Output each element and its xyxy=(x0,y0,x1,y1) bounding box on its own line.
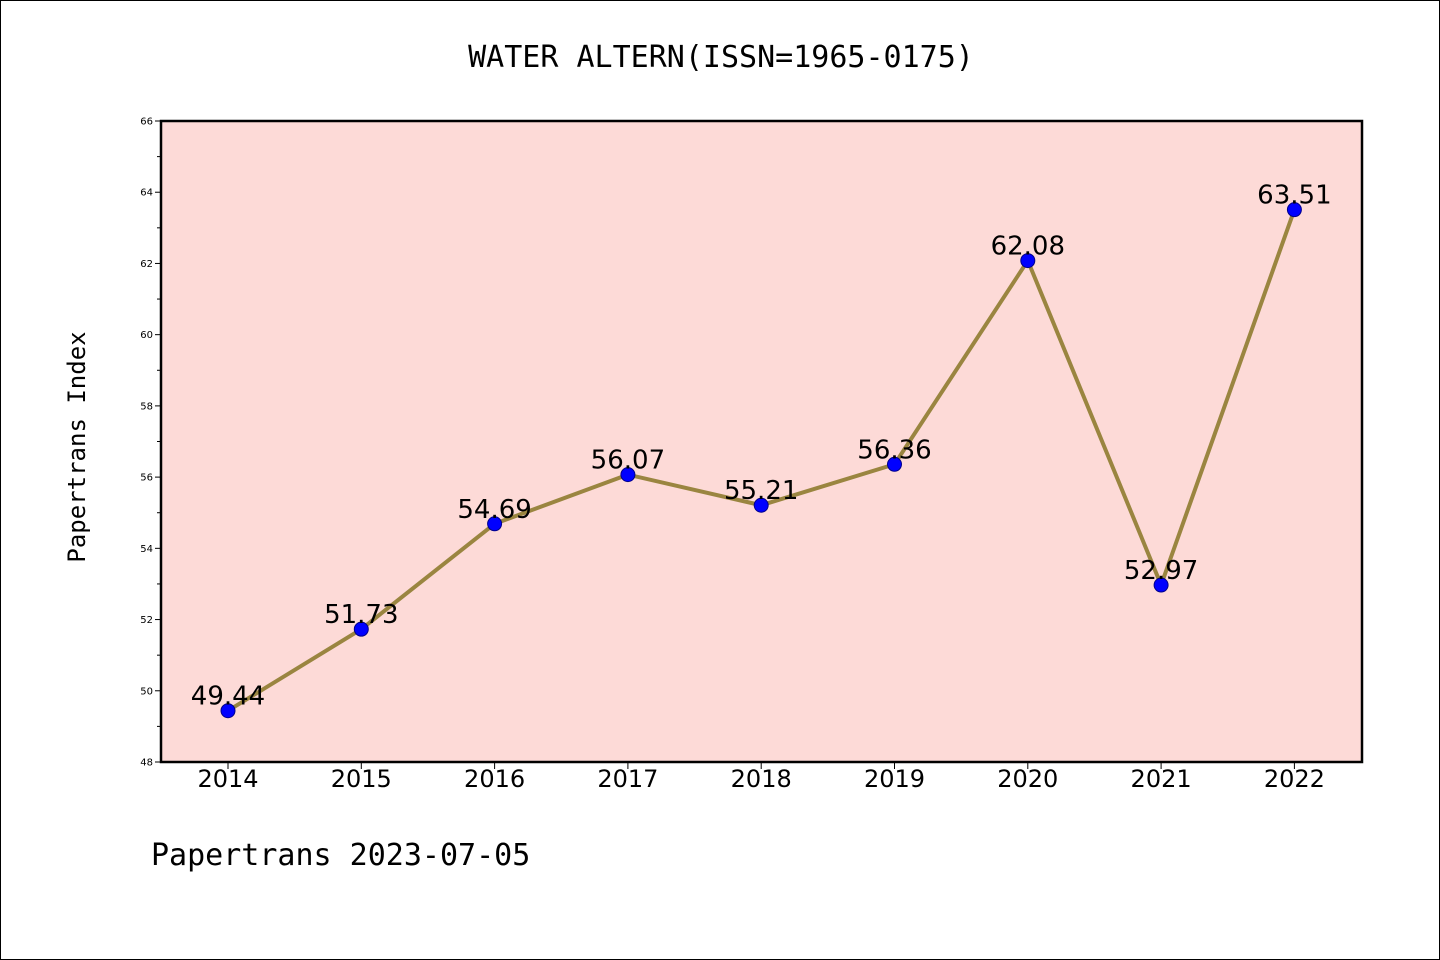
y-tick-label: 62 xyxy=(140,259,153,270)
y-tick-label: 50 xyxy=(140,686,153,697)
y-axis-label: Papertrans Index xyxy=(63,331,91,562)
footer-date: Papertrans 2023-07-05 xyxy=(151,838,530,873)
y-tick-label: 48 xyxy=(140,758,153,769)
x-tick-label: 2020 xyxy=(997,765,1058,793)
data-markers xyxy=(220,202,1302,719)
y-tick-label: 52 xyxy=(140,615,153,626)
data-label-2015: 51.73 xyxy=(324,600,398,630)
x-tick-label: 2015 xyxy=(331,765,392,793)
data-point-2015 xyxy=(353,621,369,637)
data-point-2021 xyxy=(1153,577,1169,593)
data-point-2018 xyxy=(753,497,769,513)
y-tick-label: 54 xyxy=(140,544,153,555)
plot-border xyxy=(159,119,1364,764)
y-tick-label: 64 xyxy=(140,188,153,199)
plot-area xyxy=(161,121,1362,762)
x-tick-label: 2021 xyxy=(1131,765,1192,793)
data-point-2020 xyxy=(1020,253,1036,269)
y-axis: 48 50 52 54 56 58 60 62 64 66 xyxy=(140,117,161,769)
data-label-2020: 62.08 xyxy=(991,232,1065,262)
x-axis: 2014 2015 2016 2017 2018 2019 2020 2021 2022 xyxy=(197,762,1325,793)
data-label-2022: 63.51 xyxy=(1257,181,1331,211)
data-point-2022 xyxy=(1286,202,1302,218)
data-point-2017 xyxy=(620,467,636,483)
data-labels: 49.44 51.73 54.69 56.07 55.21 56.36 62.08 52.97… xyxy=(191,181,1332,712)
data-point-2016 xyxy=(487,516,503,532)
x-tick-label: 2022 xyxy=(1264,765,1325,793)
x-tick-label: 2016 xyxy=(464,765,525,793)
y-tick-label: 58 xyxy=(140,401,153,412)
x-tick-label: 2019 xyxy=(864,765,925,793)
data-point-2014 xyxy=(220,703,236,719)
data-label-2016: 54.69 xyxy=(457,495,531,525)
x-tick-label: 2017 xyxy=(597,765,658,793)
x-tick-label: 2014 xyxy=(197,765,258,793)
data-label-2018: 55.21 xyxy=(724,476,798,506)
data-label-2021: 52.97 xyxy=(1124,556,1198,586)
data-point-2019 xyxy=(887,456,902,472)
y-tick-label: 56 xyxy=(140,473,153,484)
data-label-2014: 49.44 xyxy=(191,682,265,712)
y-tick-label: 66 xyxy=(140,117,153,128)
data-label-2019: 56.36 xyxy=(857,435,931,465)
x-tick-label: 2018 xyxy=(731,765,792,793)
y-tick-label: 60 xyxy=(140,330,153,341)
chart-title: WATER ALTERN(ISSN=1965-0175) xyxy=(468,40,974,75)
data-label-2017: 56.07 xyxy=(591,446,665,476)
